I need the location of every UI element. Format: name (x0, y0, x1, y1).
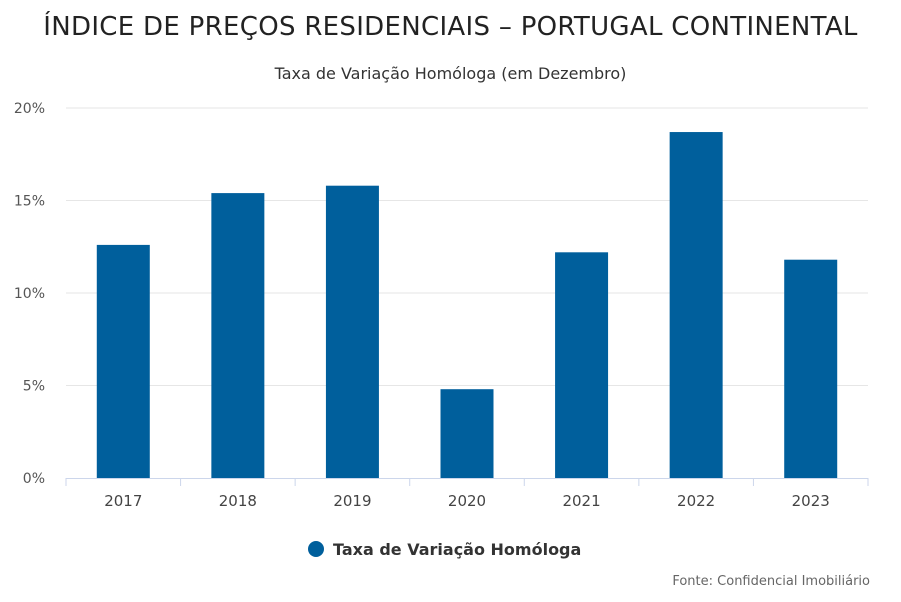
bar (211, 193, 265, 478)
y-tick-label: 15% (14, 194, 45, 210)
bar (440, 389, 494, 478)
y-tick-label: 20% (14, 101, 45, 117)
x-tick-label: 2017 (104, 492, 142, 510)
y-tick-label: 0% (23, 471, 45, 487)
bar (669, 132, 723, 479)
x-tick-label: 2021 (562, 492, 600, 510)
bar (784, 259, 838, 478)
x-tick-label: 2020 (448, 492, 486, 510)
bar (555, 252, 609, 478)
bar (96, 244, 150, 478)
chart-subtitle: Taxa de Variação Homóloga (em Dezembro) (274, 64, 627, 83)
y-tick-label: 10% (14, 286, 45, 302)
x-tick-label: 2019 (333, 492, 371, 510)
chart-source: Fonte: Confidencial Imobiliário (672, 574, 870, 589)
x-tick-label: 2022 (677, 492, 715, 510)
x-tick-label: 2018 (219, 492, 257, 510)
bar (325, 185, 379, 478)
y-tick-label: 5% (23, 379, 45, 395)
legend-marker (308, 541, 324, 557)
chart-title: ÍNDICE DE PREÇOS RESIDENCIAIS – PORTUGAL… (43, 12, 858, 42)
x-tick-label: 2023 (792, 492, 830, 510)
legend-label: Taxa de Variação Homóloga (333, 540, 581, 559)
